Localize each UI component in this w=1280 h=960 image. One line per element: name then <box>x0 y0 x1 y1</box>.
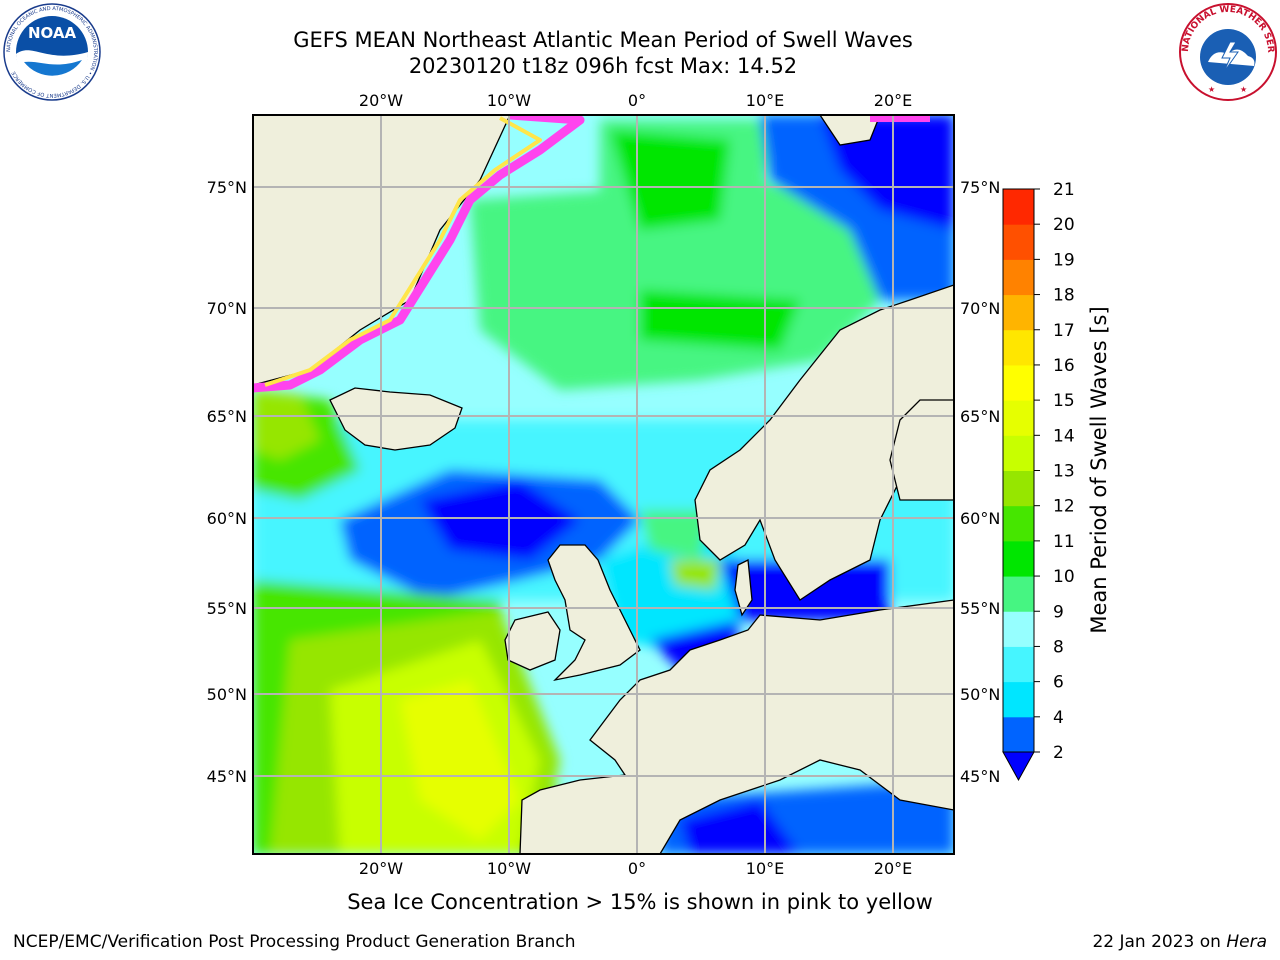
colorbar-tick-label: 2 <box>1053 743 1064 763</box>
lon-label-bottom: 0° <box>628 859 646 878</box>
colorbar-segment <box>1003 364 1034 401</box>
colorbar-tick-label: 15 <box>1053 391 1075 411</box>
svg-text:★: ★ <box>1208 85 1215 94</box>
colorbar-label: Mean Period of Swell Waves [s] <box>1087 306 1111 633</box>
colorbar-segment <box>1003 224 1034 260</box>
sea-ice-edge <box>253 115 930 393</box>
colorbar-segment <box>1003 470 1034 507</box>
host-name: Hera <box>1226 932 1267 952</box>
lon-label-top: 10°E <box>746 91 784 110</box>
map-subtitle: 20230120 t18z 096h fcst Max: 14.52 <box>408 54 798 78</box>
colorbar-tick-label: 9 <box>1053 602 1064 622</box>
lon-label-top: 0° <box>628 91 646 110</box>
lat-label-left: 75°N <box>207 178 247 197</box>
colorbar-tick-label: 19 <box>1053 250 1075 270</box>
colorbar-segment <box>1003 259 1034 296</box>
colorbar-segment <box>1003 400 1034 436</box>
colorbar-segment <box>1003 646 1034 683</box>
colorbar-underflow-arrow <box>1002 751 1035 782</box>
lat-label-right: 65°N <box>960 407 1000 426</box>
lat-label-left: 60°N <box>207 509 247 528</box>
lon-label-top: 20°E <box>874 91 912 110</box>
colorbar-tick-label: 18 <box>1053 286 1075 306</box>
colorbar-segment <box>1003 505 1034 542</box>
colorbar-tick-label: 14 <box>1053 426 1075 446</box>
colorbar-segment <box>1003 681 1034 718</box>
colorbar-tick-label: 8 <box>1053 637 1064 657</box>
map-title: GEFS MEAN Northeast Atlantic Mean Period… <box>293 28 913 52</box>
colorbar-tick-label: 12 <box>1053 497 1075 517</box>
lat-label-left: 65°N <box>207 407 247 426</box>
graticule <box>253 115 954 854</box>
lon-label-bottom: 10°E <box>746 859 784 878</box>
colorbar-segment <box>1003 189 1034 225</box>
colorbar-tick-label: 17 <box>1053 321 1075 341</box>
lon-label-top: 10°W <box>487 91 531 110</box>
colorbar-segment <box>1003 294 1034 331</box>
nws-logo: NATIONAL WEATHER SERVICE ★ ★ <box>1178 2 1277 101</box>
colorbar-tick-label: 6 <box>1053 673 1064 693</box>
lat-label-left: 50°N <box>207 685 247 704</box>
colorbar-tick-label: 20 <box>1053 215 1075 235</box>
noaa-logo: NATIONAL OCEANIC AND ATMOSPHERIC ADMINIS… <box>3 3 101 101</box>
lat-label-right: 50°N <box>960 685 1000 704</box>
credit-left: NCEP/EMC/Verification Post Processing Pr… <box>13 932 576 952</box>
colorbar-segment <box>1003 329 1034 366</box>
colorbar-segment <box>1003 576 1034 612</box>
lat-label-left: 55°N <box>207 599 247 618</box>
swell-period-field <box>253 115 954 854</box>
lat-label-right: 45°N <box>960 767 1000 786</box>
lat-label-right: 70°N <box>960 299 1000 318</box>
lon-label-bottom: 10°W <box>487 859 531 878</box>
colorbar-tick-label: 4 <box>1053 708 1064 728</box>
map-frame <box>252 114 955 855</box>
colorbar-segment <box>1003 716 1034 753</box>
svg-text:★: ★ <box>1240 85 1247 94</box>
colorbar-tick-label: 10 <box>1053 567 1075 587</box>
colorbar-tick-label: 13 <box>1053 462 1075 482</box>
credit-right: 22 Jan 2023 on Hera <box>1092 932 1267 952</box>
lat-label-right: 75°N <box>960 178 1000 197</box>
colorbar: 2 4 6 8 9 10 11 12 13 14 15 16 17 18 19 20 21 <box>1002 180 1075 782</box>
lon-label-bottom: 20°W <box>359 859 403 878</box>
lat-label-right: 55°N <box>960 599 1000 618</box>
lat-label-right: 60°N <box>960 509 1000 528</box>
colorbar-tick-label: 21 <box>1053 180 1075 200</box>
noaa-logo-text: NOAA <box>28 24 77 42</box>
lon-label-top: 20°W <box>359 91 403 110</box>
lat-label-left: 45°N <box>207 767 247 786</box>
colorbar-tick-label: 11 <box>1053 532 1075 552</box>
lat-label-left: 70°N <box>207 299 247 318</box>
colorbar-segment <box>1003 435 1034 471</box>
colorbar-segment <box>1003 611 1034 647</box>
footnote: Sea Ice Concentration > 15% is shown in … <box>347 890 933 914</box>
colorbar-segment <box>1003 540 1034 577</box>
lon-label-bottom: 20°E <box>874 859 912 878</box>
colorbar-tick-label: 16 <box>1053 356 1075 376</box>
